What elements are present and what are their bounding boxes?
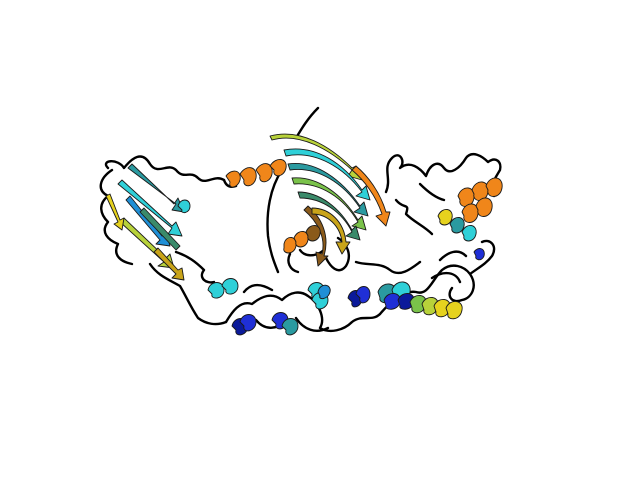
helix-turn	[207, 282, 225, 299]
helix-turn	[269, 159, 287, 177]
left-strand-5	[153, 247, 185, 281]
coil-bottom-chain	[224, 283, 382, 333]
helix-turn	[283, 237, 297, 254]
helix-turn	[475, 197, 493, 217]
central-strand-3	[287, 163, 369, 217]
left-strand-2	[117, 179, 183, 237]
central-strand-6	[351, 165, 391, 227]
helix-turn	[305, 225, 321, 242]
coil-left-outer	[99, 168, 134, 266]
orange-helix-central	[283, 225, 321, 254]
coil-right-side	[354, 250, 468, 284]
left-strand-6	[105, 193, 125, 231]
helix-turn	[449, 217, 465, 234]
left-strand-7	[139, 207, 181, 251]
coil-upper-left	[104, 155, 226, 183]
coil-right-top	[384, 152, 502, 236]
helix-turn	[281, 318, 299, 336]
bottom-small-helices	[207, 278, 371, 336]
central-strand-4	[291, 177, 367, 231]
helix-turn	[485, 177, 503, 197]
helix-turn	[355, 286, 371, 304]
helix-turn	[437, 209, 453, 226]
central-strand-2	[283, 148, 371, 201]
helix-turn	[383, 293, 401, 310]
helix-turn	[473, 248, 485, 261]
helix-turn	[255, 163, 273, 183]
helix-turn	[293, 231, 309, 248]
coil-backbone	[99, 106, 502, 333]
central-strand-5	[297, 191, 361, 241]
central-strand-8	[311, 207, 351, 255]
helix-turn	[177, 199, 191, 214]
orange-helix-upper-left	[225, 159, 287, 188]
central-beta-sheet	[269, 133, 391, 267]
small-helix-left	[177, 199, 191, 214]
left-beta-sheet	[105, 163, 185, 281]
helix-turn	[317, 284, 331, 300]
coil-bottom-right	[378, 239, 496, 316]
helix-turn	[225, 170, 241, 188]
coil-left-lower	[148, 250, 228, 326]
helix-turn	[221, 278, 239, 295]
lower-right-helix	[377, 281, 463, 320]
helix-turn	[239, 314, 257, 332]
helix-turn	[445, 301, 463, 320]
helix-turn	[461, 225, 477, 242]
helix-turn	[239, 167, 257, 187]
right-helix-bundle	[437, 177, 503, 261]
